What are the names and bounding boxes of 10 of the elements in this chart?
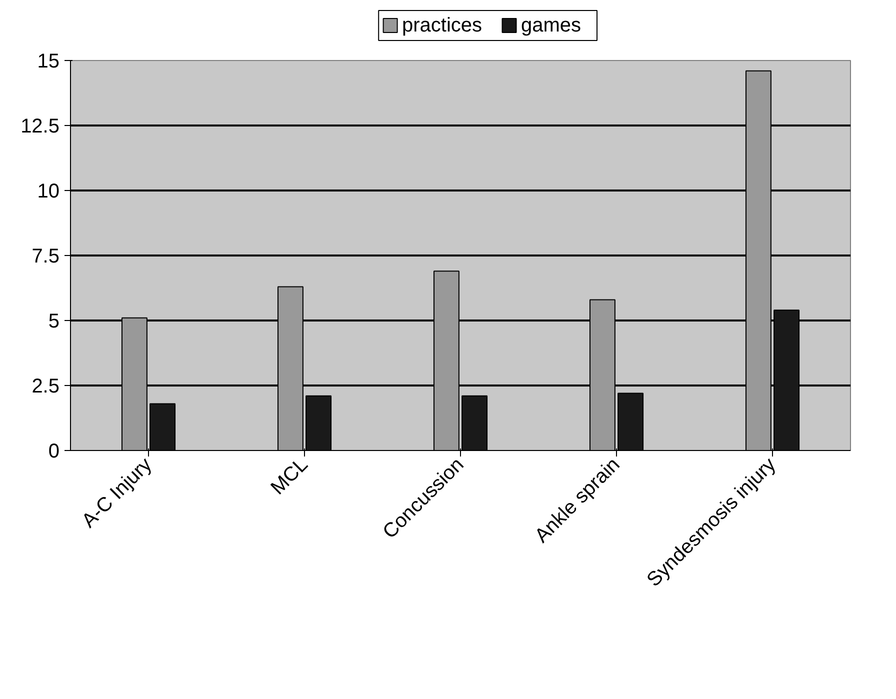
y-tick-label: 10 — [37, 180, 60, 202]
y-tick-label: 5 — [48, 310, 60, 332]
y-tick-label: 15 — [37, 50, 60, 72]
y-tick-label: 0 — [48, 440, 60, 462]
y-tick-label: 2.5 — [32, 376, 60, 398]
x-tick-label: MCL — [266, 454, 312, 500]
y-tick-label: 12.5 — [20, 116, 60, 138]
legend-label: games — [520, 14, 581, 36]
y-tick-label: 7.5 — [32, 246, 60, 268]
legend-label: practices — [402, 14, 482, 36]
